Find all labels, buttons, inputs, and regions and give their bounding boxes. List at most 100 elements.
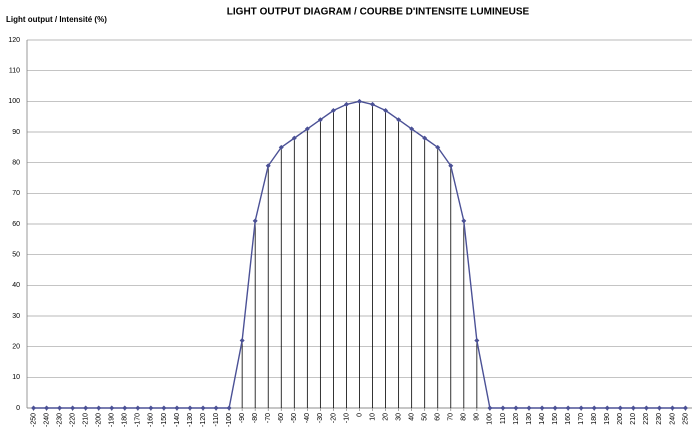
- data-point: [448, 163, 454, 169]
- data-point: [343, 101, 349, 107]
- x-tick-label: 60: [435, 413, 442, 421]
- x-tick-label: -40: [304, 413, 311, 423]
- x-tick-label: 100: [487, 413, 494, 425]
- data-point: [44, 405, 50, 411]
- data-point: [526, 405, 532, 411]
- data-point: [57, 405, 63, 411]
- data-point: [578, 405, 584, 411]
- data-point: [83, 405, 89, 411]
- y-tick-label: 20: [12, 344, 20, 351]
- x-tick-label: 150: [552, 413, 559, 425]
- x-tick-label: 200: [617, 413, 624, 425]
- x-tick-label: -110: [213, 413, 220, 427]
- x-tick-label: 170: [578, 413, 585, 425]
- x-tick-label: -160: [148, 413, 155, 427]
- data-point: [552, 405, 558, 411]
- data-point: [435, 144, 441, 150]
- x-tick-label: 110: [500, 413, 507, 424]
- y-tick-label: 90: [12, 129, 20, 136]
- data-point: [539, 405, 545, 411]
- x-tick-label: 20: [382, 413, 389, 421]
- data-point: [239, 338, 245, 344]
- x-tick-label: 40: [409, 413, 416, 421]
- x-tick-label: -150: [161, 413, 168, 427]
- data-point: [330, 108, 336, 114]
- x-tick-label: -70: [265, 413, 272, 423]
- y-tick-label: 0: [16, 405, 20, 412]
- data-point: [148, 405, 154, 411]
- data-point: [252, 218, 258, 224]
- y-tick-label: 40: [12, 282, 20, 289]
- data-point: [122, 405, 128, 411]
- x-tick-label: -240: [43, 413, 50, 427]
- data-point: [643, 405, 649, 411]
- data-point: [278, 144, 284, 150]
- data-point: [96, 405, 102, 411]
- y-tick-label: 30: [12, 313, 20, 320]
- x-tick-label: -30: [317, 413, 324, 423]
- x-tick-label: 90: [474, 413, 481, 421]
- x-tick-label: 0: [356, 413, 363, 417]
- data-point: [682, 405, 688, 411]
- data-point: [487, 405, 493, 411]
- data-point: [513, 405, 519, 411]
- data-point: [669, 405, 675, 411]
- data-point: [174, 405, 180, 411]
- x-tick-label: -50: [291, 413, 298, 423]
- data-point: [161, 405, 167, 411]
- y-axis-label: Light output / Intensité (%): [6, 15, 107, 24]
- x-tick-label: 120: [513, 413, 520, 425]
- x-tick-label: -130: [187, 413, 194, 427]
- data-point: [304, 126, 310, 132]
- x-tick-label: 30: [395, 413, 402, 421]
- data-point: [357, 98, 362, 104]
- data-point: [617, 405, 623, 411]
- x-tick-label: 230: [656, 413, 663, 425]
- data-point: [396, 117, 402, 123]
- x-tick-label: -190: [109, 413, 116, 427]
- chart-title: LIGHT OUTPUT DIAGRAM / COURBE D'INTENSIT…: [227, 7, 530, 18]
- x-tick-label: -180: [122, 413, 129, 427]
- y-tick-label: 50: [12, 252, 20, 259]
- x-tick-label: 80: [461, 413, 468, 421]
- x-tick-label: -140: [174, 413, 181, 427]
- x-tick-label: 70: [448, 413, 455, 421]
- y-tick-label: 100: [8, 98, 20, 105]
- y-tick-label: 80: [12, 160, 20, 167]
- x-tick-label: -10: [343, 413, 350, 423]
- y-tick-label: 60: [12, 221, 20, 228]
- data-point: [500, 405, 506, 411]
- data-point: [630, 405, 636, 411]
- data-point: [656, 405, 662, 411]
- x-tick-label: 160: [565, 413, 572, 425]
- y-tick-label: 110: [9, 68, 20, 75]
- x-tick-label: 250: [682, 413, 689, 425]
- x-tick-label: 180: [591, 413, 598, 425]
- x-tick-label: 210: [630, 413, 637, 425]
- x-tick-label: -80: [252, 413, 259, 423]
- data-point: [474, 338, 480, 344]
- y-tick-label: 120: [8, 37, 20, 44]
- data-point: [461, 218, 467, 224]
- data-point: [109, 405, 115, 411]
- x-tick-label: -60: [278, 413, 285, 423]
- y-tick-label: 70: [12, 190, 20, 197]
- x-tick-label: -100: [226, 413, 233, 427]
- data-point: [317, 117, 323, 123]
- data-point: [213, 405, 219, 411]
- data-point: [291, 135, 297, 141]
- data-point: [383, 108, 389, 114]
- x-tick-label: 220: [643, 413, 650, 425]
- data-point: [370, 101, 376, 107]
- x-tick-label: 190: [604, 413, 611, 425]
- data-point: [226, 405, 232, 411]
- data-point: [422, 135, 428, 141]
- x-tick-label: -20: [330, 413, 337, 423]
- x-tick-label: -90: [239, 413, 246, 423]
- x-tick-label: 10: [369, 413, 376, 421]
- x-tick-label: -170: [135, 413, 142, 427]
- data-point: [565, 405, 571, 411]
- data-point: [265, 163, 271, 169]
